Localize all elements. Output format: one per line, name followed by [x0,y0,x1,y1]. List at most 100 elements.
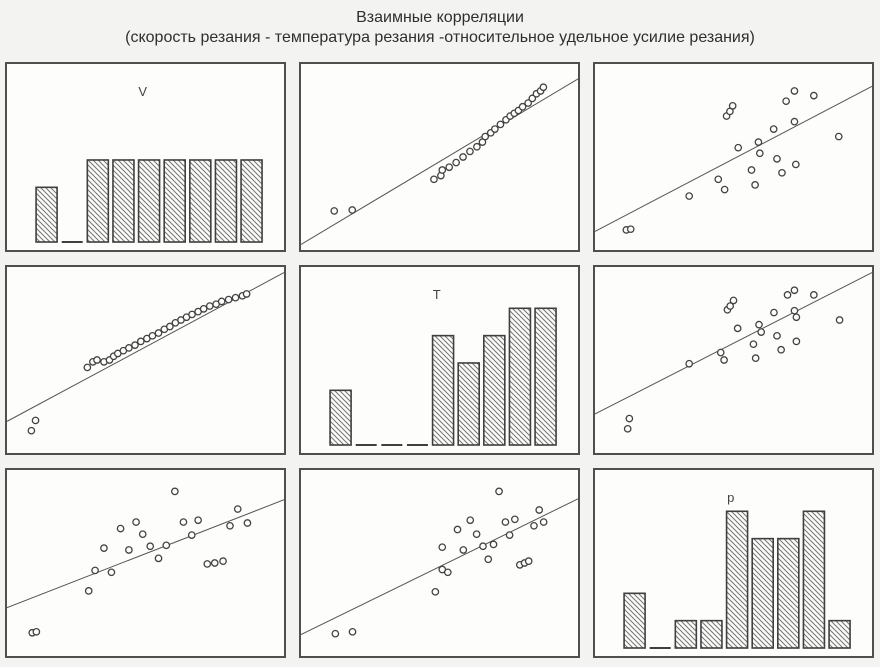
data-point [777,345,785,354]
histogram-bar [508,307,532,446]
data-point [466,147,474,156]
data-point [790,117,799,126]
histogram-bar [163,159,186,243]
data-point [125,546,133,554]
data-point [530,521,538,530]
data-point [217,297,226,306]
data-point [210,559,219,567]
data-point [778,168,786,177]
data-point [171,487,179,496]
data-point [790,306,799,315]
data-point [194,516,202,525]
data-point [505,531,514,539]
scatter-t-vs-p-panel [593,265,874,455]
data-point [539,83,548,92]
histogram-bar [777,537,800,649]
data-point [496,120,505,129]
data-point [348,206,357,214]
data-point [84,587,93,595]
data-point [489,540,498,549]
data-point [330,207,339,215]
data-point [535,506,544,514]
data-point [31,416,40,425]
scatter-v-vs-t [301,78,578,245]
data-point [243,519,252,527]
trend-line [595,272,872,415]
data-point [524,99,532,107]
data-point [445,163,454,172]
data-point [107,568,116,577]
data-point [625,414,634,423]
histogram-bar [674,619,698,649]
data-point [714,175,723,184]
data-point [720,356,728,364]
data-point [491,125,499,133]
histogram-bar [751,537,774,649]
data-point [716,348,725,357]
data-point [791,160,800,169]
data-point [734,143,743,152]
data-point [32,627,41,636]
data-point [431,587,440,596]
variable-label: T [433,287,441,302]
data-point [205,302,214,310]
histogram-bar [457,362,480,446]
data-point [242,290,251,298]
scatter-v-vs-t-panel [299,62,580,252]
scatter-v-vs-p-panel [593,62,874,252]
histogram-bar [431,334,455,446]
data-point [539,518,548,526]
scatter-p-vs-v-panel [5,468,286,658]
data-point [27,426,36,435]
histogram-bar [240,159,263,243]
v-histogram-panel: V [5,62,286,252]
data-point [733,324,742,333]
data-point [747,166,756,174]
data-point [162,541,171,550]
data-point [231,293,240,302]
trend-line [7,499,284,609]
data-point [146,542,155,551]
histogram-bar [86,159,110,243]
data-point [91,566,99,575]
data-point [187,531,196,539]
data-point [749,340,758,349]
data-point [148,331,157,340]
data-point [188,310,196,319]
data-point [438,543,447,552]
data-point [729,296,738,305]
data-point [770,308,778,317]
data-point [233,505,242,513]
data-point [773,331,781,340]
data-point [481,132,490,141]
data-point [528,94,537,103]
data-point [484,555,493,564]
data-point [452,158,460,167]
data-point [131,341,139,349]
data-point [685,192,694,200]
data-point [783,291,792,299]
data-point [443,568,452,577]
data-point [792,337,801,346]
data-point [782,97,790,106]
data-point [728,101,737,110]
histogram-bar [700,619,723,649]
data-point [466,516,475,525]
data-point [199,304,208,313]
data-point [501,518,510,526]
data-point [754,138,763,146]
histogram-bar [623,592,646,649]
histogram-bar [725,510,749,649]
data-point [809,291,818,299]
data-point [751,354,760,362]
t-histogram: T [329,287,557,446]
histogram-bar [189,159,212,243]
data-point [626,225,635,234]
data-point [138,530,147,539]
data-point [226,521,234,530]
chart-subtitle: (скорость резания - температура резания … [125,29,755,46]
data-point [472,530,481,539]
data-point [100,544,108,552]
scatter-p-vs-t-panel [299,468,580,658]
histogram-bar [329,389,352,446]
